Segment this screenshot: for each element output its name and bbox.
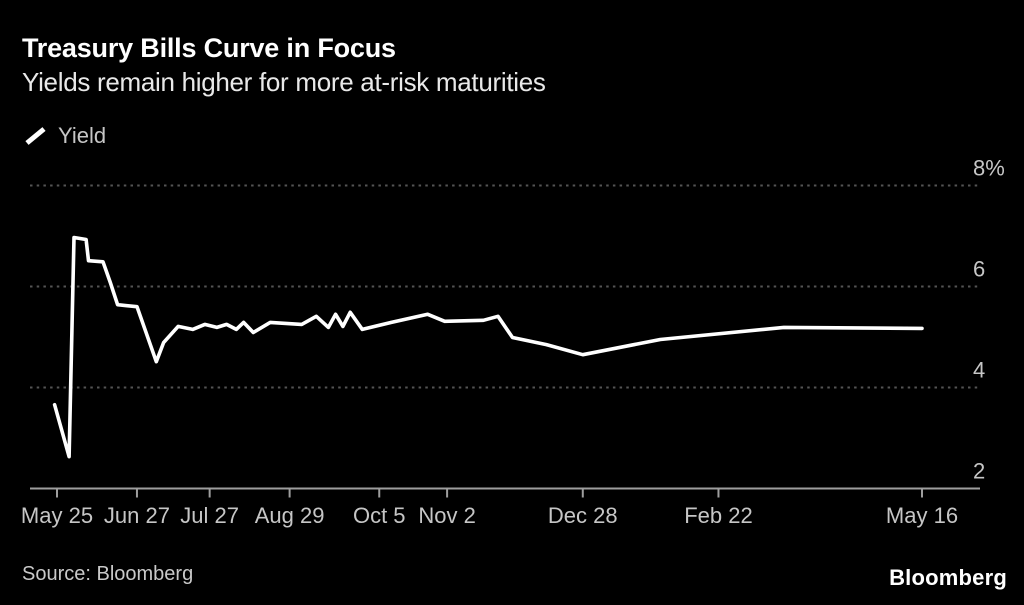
yield-line [52,235,924,459]
x-tick-label: Oct 5 [353,503,406,528]
x-tick-label: Dec 28 [548,503,618,528]
chart-subtitle: Yields remain higher for more at-risk ma… [22,67,546,98]
x-tick-label: Aug 29 [255,503,325,528]
source-note: Source: Bloomberg [22,563,194,585]
yield-line-swatch-icon [24,126,48,146]
y-tick-label: 8% [973,156,1005,181]
y-tick-label: 2 [973,459,985,484]
x-tick-label: Feb 22 [684,503,753,528]
bloomberg-logo: Bloomberg [889,565,1007,590]
x-tick-label: May 25 [21,503,93,528]
y-tick-label: 6 [973,257,985,282]
chart-header: Treasury Bills Curve in Focus Yields rem… [22,33,546,98]
legend-label: Yield [58,123,107,148]
chart-title: Treasury Bills Curve in Focus [22,33,396,63]
x-tick-label: May 16 [886,503,958,528]
x-tick-label: Jun 27 [104,503,170,528]
y-tick-label: 4 [973,358,985,383]
x-tick-label: Jul 27 [180,503,239,528]
x-tick-label: Nov 2 [418,503,475,528]
legend: Yield [24,123,106,149]
